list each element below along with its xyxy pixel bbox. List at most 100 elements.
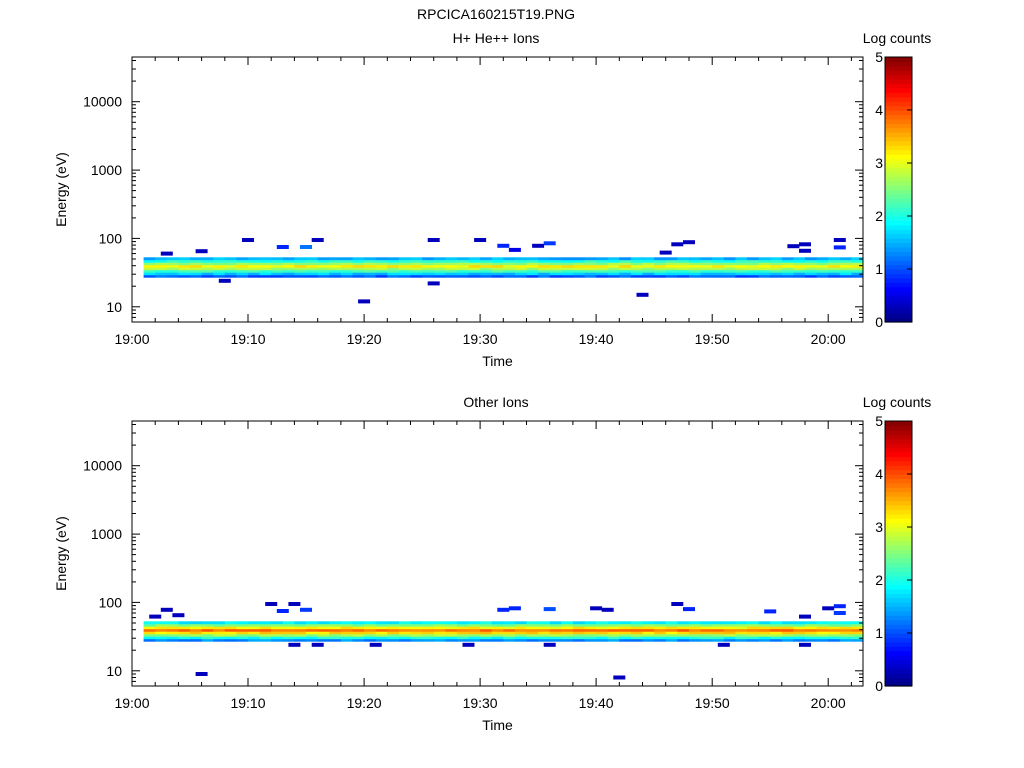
band-cell [607,631,620,635]
band-cell [665,257,678,261]
band-cell [213,274,226,278]
band-cell [538,259,551,263]
band-cell [178,257,191,261]
band-cell [352,631,365,635]
band-cell [480,628,493,632]
band-cell [190,636,202,640]
band-cell [306,259,318,263]
band-cell [190,633,202,637]
band-cell [549,269,562,273]
band-cell [178,269,191,273]
band-cell [480,623,493,627]
band-cell [294,262,307,266]
band-cell [839,257,852,261]
band-cell [793,267,806,271]
band-cell [468,259,481,263]
band-cell [735,274,748,278]
band-cell [549,274,562,278]
band-cell [271,631,284,635]
band-cell [224,262,237,266]
band-cell [747,272,759,276]
band-cell [816,267,829,271]
colorbar-frame [884,420,913,687]
band-cell [271,272,284,276]
sparse-point [358,299,371,304]
band-cell [201,272,214,276]
colorbar-segment [885,171,912,177]
band-cell [213,259,226,263]
band-cell [480,264,493,268]
band-cell [329,631,342,635]
band-cell [805,628,817,632]
band-cell [665,262,678,266]
band-cell [619,638,632,642]
band-cell [816,262,829,266]
band-cell [700,633,713,637]
band-cell [549,259,562,263]
band-cell [607,259,620,263]
band-cell [735,636,748,640]
band-cell [526,631,539,635]
band-cell [143,621,156,625]
band-cell [781,267,794,271]
band-cell [828,626,841,630]
band-cell [445,623,458,627]
band-cell [607,636,620,640]
band-cell [712,626,725,630]
x-tick-label: 19:30 [463,331,498,347]
band-cell [224,628,237,632]
band-cell [201,638,214,642]
band-cell [712,267,725,271]
band-cell [480,274,493,278]
colorbar-segment [885,189,912,195]
band-cell [340,257,353,261]
band-cell [654,274,667,278]
band-cell [689,259,701,263]
band-cell [642,257,655,261]
band-cell [723,274,736,278]
colorbar-segment [885,513,912,519]
band-cell [538,262,551,266]
band-cell [723,264,736,268]
band-cell [549,628,562,632]
sparse-point [833,611,846,615]
band-cell [166,623,179,627]
band-cell [526,626,539,630]
band-cell [364,631,377,635]
band-cell [596,633,609,637]
band-cell [793,269,806,273]
band-cell [572,628,585,632]
colorbar-segment [885,571,912,577]
band-cell [317,636,330,640]
band-cell [584,623,597,627]
band-cell [306,638,318,642]
band-cell [375,628,388,632]
band-cell [387,269,400,273]
band-cell [700,631,713,635]
band-cell [816,274,829,278]
band-cell [456,638,469,642]
band-cell [561,626,574,630]
band-cell [375,269,388,273]
band-cell [549,626,562,630]
colorbar-segment [885,57,912,63]
band-cell [596,636,609,640]
band-cell [294,267,307,271]
band-cell [190,621,202,625]
band-cell [584,272,597,276]
band-cell [306,628,318,632]
band-cell [572,636,585,640]
sparse-point [833,604,846,609]
colorbar-segment [885,633,912,639]
band-cell [514,628,527,632]
spectrogram-band [143,257,864,278]
band-cell [758,638,771,642]
band-cell [572,262,585,266]
band-cell [689,638,701,642]
band-cell [317,626,330,630]
colorbar-segment [885,500,912,506]
band-cell [294,633,307,637]
band-cell [178,272,191,276]
band-cell [839,267,852,271]
band-cell [259,628,272,632]
